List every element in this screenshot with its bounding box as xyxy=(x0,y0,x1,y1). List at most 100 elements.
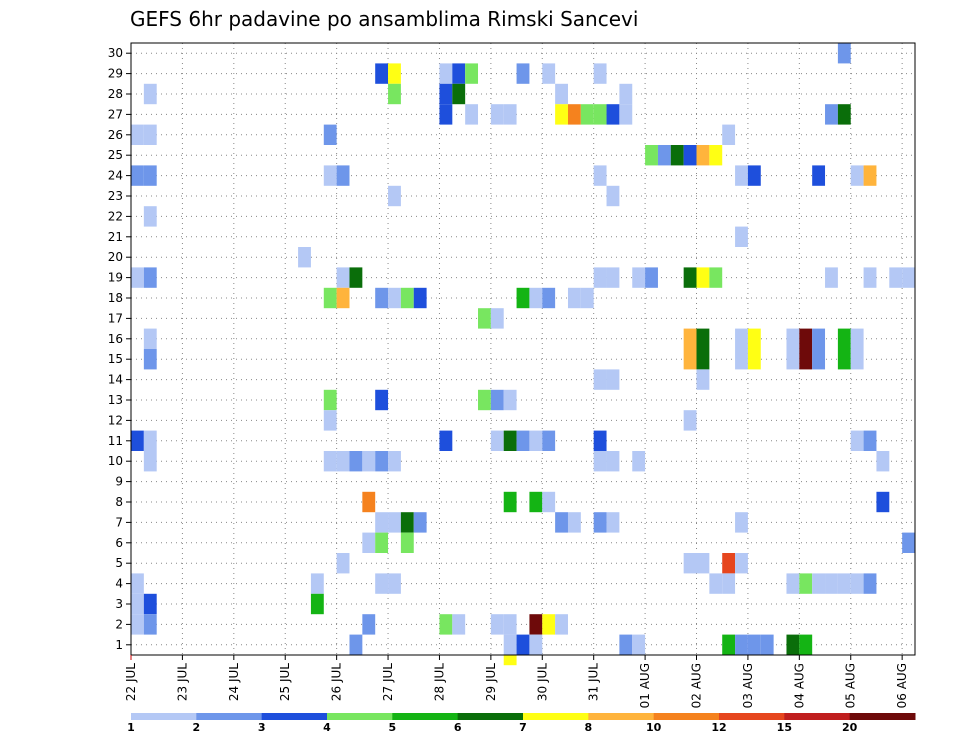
heatmap-cell xyxy=(632,634,646,655)
heatmap-cell xyxy=(863,267,877,288)
heatmap-cell xyxy=(336,451,350,472)
heatmap-cell xyxy=(362,451,376,472)
heatmap-cell xyxy=(490,389,504,411)
x-tick-label: 26 JUL xyxy=(330,663,344,701)
heatmap-cell xyxy=(323,124,337,145)
heatmap-cell xyxy=(722,634,736,655)
heatmap-cell xyxy=(516,634,530,655)
colorbar-swatch xyxy=(457,713,524,720)
heatmap-cell xyxy=(400,532,414,553)
heatmap-cell xyxy=(837,349,851,370)
heatmap-cell xyxy=(606,267,620,288)
heatmap-cell xyxy=(632,451,646,472)
y-tick-label: 13 xyxy=(108,393,123,407)
heatmap-cell xyxy=(375,389,389,411)
colorbar-swatch xyxy=(653,713,720,720)
heatmap-cell xyxy=(722,553,736,574)
heatmap-cell xyxy=(812,165,826,186)
heatmap-cell xyxy=(747,328,761,349)
heatmap-cell xyxy=(503,430,517,451)
colorbar-swatch xyxy=(849,713,916,720)
y-tick-label: 27 xyxy=(108,107,123,121)
heatmap-cell xyxy=(143,430,157,451)
heatmap-cell xyxy=(375,512,389,533)
heatmap-cell xyxy=(131,430,144,451)
colorbar-swatch xyxy=(588,713,655,720)
heatmap-cells xyxy=(131,43,915,666)
heatmap-cell xyxy=(735,349,748,370)
heatmap-cell xyxy=(580,287,594,309)
x-tick-label: 23 JUL xyxy=(175,663,189,701)
heatmap-cell xyxy=(863,165,877,186)
y-tick-label: 1 xyxy=(115,638,123,652)
heatmap-cell xyxy=(683,145,697,166)
heatmap-cell xyxy=(850,328,864,349)
heatmap-cell xyxy=(619,104,633,125)
y-tick-label: 5 xyxy=(115,556,123,570)
heatmap-cell xyxy=(606,512,620,533)
heatmap-cell xyxy=(799,349,813,370)
y-tick-label: 3 xyxy=(115,597,123,611)
heatmap-cell xyxy=(529,430,543,451)
heatmap-cell xyxy=(529,491,543,513)
heatmap-cell xyxy=(876,491,890,513)
heatmap-cell xyxy=(580,104,594,125)
heatmap-cell xyxy=(323,165,337,186)
heatmap-cell xyxy=(555,104,568,125)
x-tick-label: 22 JUL xyxy=(124,663,138,701)
x-tick-label: 29 JUL xyxy=(484,663,498,701)
y-tick-label: 10 xyxy=(108,454,123,468)
y-tick-label: 22 xyxy=(108,209,123,223)
heatmap-cell xyxy=(825,104,838,125)
heatmap-cell xyxy=(362,491,376,513)
colorbar-swatch xyxy=(131,713,197,720)
heatmap-cell xyxy=(143,328,157,349)
colorbar-label: 15 xyxy=(777,721,792,734)
chart-title: GEFS 6hr padavine po ansamblima Rimski S… xyxy=(130,7,638,31)
heatmap-cell xyxy=(696,267,710,288)
heatmap-cell xyxy=(503,389,517,411)
heatmap-cell xyxy=(478,389,491,411)
heatmap-cell xyxy=(696,145,710,166)
heatmap-cell xyxy=(375,451,389,472)
heatmap-cell xyxy=(786,349,800,370)
heatmap-cell xyxy=(143,349,157,370)
heatmap-cell xyxy=(567,104,581,125)
colorbar-swatch xyxy=(196,713,263,720)
heatmap-cell xyxy=(375,63,389,84)
y-tick-label: 21 xyxy=(108,230,123,244)
heatmap-cell xyxy=(825,573,838,594)
colorbar-label: 12 xyxy=(711,721,726,734)
x-tick-label: 24 JUL xyxy=(227,663,241,701)
heatmap-cell xyxy=(529,287,543,309)
heatmap-cell xyxy=(131,267,144,288)
heatmap-cell xyxy=(143,593,157,615)
y-tick-label: 7 xyxy=(115,515,123,529)
heatmap-cell xyxy=(837,104,851,125)
heatmap-cell xyxy=(657,145,671,166)
heatmap-cell xyxy=(336,165,350,186)
colorbar-label: 7 xyxy=(519,721,527,734)
heatmap-cell xyxy=(465,104,479,125)
heatmap-cell xyxy=(683,267,697,288)
y-tick-label: 25 xyxy=(108,148,123,162)
colorbar-label: 2 xyxy=(193,721,201,734)
heatmap-cell xyxy=(323,287,337,309)
heatmap-cell xyxy=(722,573,736,594)
heatmap-cell xyxy=(683,410,697,431)
x-tick-label: 25 JUL xyxy=(278,663,292,701)
heatmap-cell xyxy=(131,573,144,594)
heatmap-cell xyxy=(490,614,504,635)
heatmap-cell xyxy=(452,614,466,635)
heatmap-cell xyxy=(696,349,710,370)
heatmap-cell xyxy=(439,614,453,635)
x-tick-label: 05 AUG xyxy=(844,663,858,708)
heatmap-cell xyxy=(876,451,890,472)
x-tick-label: 30 JUL xyxy=(535,663,549,701)
x-tick-label: 03 AUG xyxy=(741,663,755,708)
heatmap-cell xyxy=(143,451,157,472)
heatmap-cell xyxy=(709,573,723,594)
heatmap-cell xyxy=(439,104,453,125)
heatmap-cell xyxy=(850,430,864,451)
heatmap-cell xyxy=(709,267,723,288)
